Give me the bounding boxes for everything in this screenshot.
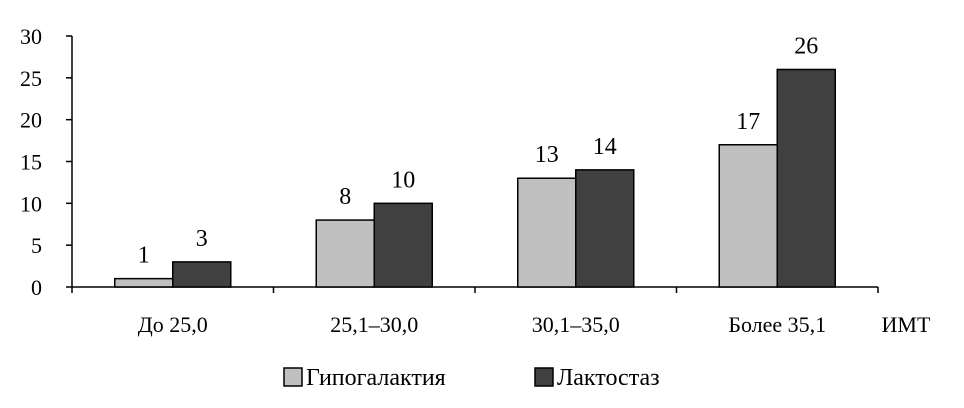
data-label: 14: [593, 134, 617, 160]
bars: [114, 68, 836, 288]
bar-series-1: [718, 144, 778, 288]
data-label: 3: [196, 226, 208, 252]
y-tick-label: 15: [20, 150, 42, 175]
x-axis: До 25,0 25,1–30,0 30,1–35,0 Более 35,1 ИМТ: [71, 286, 931, 337]
y-tick-label: 10: [20, 191, 42, 216]
legend-item: Лактостаз: [534, 365, 660, 391]
legend-label: Лактостаз: [557, 365, 660, 391]
y-tick-label: 5: [31, 233, 42, 258]
bar-series-2: [575, 169, 635, 288]
bar-series-2: [776, 68, 836, 288]
data-label: 13: [535, 142, 559, 168]
data-label: 8: [339, 184, 351, 210]
x-axis-title: ИМТ: [882, 312, 931, 337]
legend: Гипогалактия Лактостаз: [283, 365, 660, 391]
bar-series-2: [172, 261, 232, 288]
x-category-label: 30,1–35,0: [532, 312, 620, 337]
data-label: 10: [391, 167, 415, 193]
bar-series-1: [114, 277, 174, 288]
data-label: 26: [794, 33, 818, 59]
legend-swatch: [534, 367, 554, 387]
x-category-label: 25,1–30,0: [330, 312, 418, 337]
data-label: 1: [138, 243, 150, 269]
bar-series-1: [315, 219, 375, 288]
legend-swatch: [283, 367, 303, 387]
bar-series-1: [517, 177, 577, 288]
legend-item: Гипогалактия: [283, 365, 446, 391]
y-tick-label: 0: [31, 275, 42, 300]
x-category-label: До 25,0: [138, 312, 208, 337]
y-tick-label: 30: [20, 24, 42, 49]
y-tick-label: 25: [20, 66, 42, 91]
y-tick-label: 20: [20, 108, 42, 133]
legend-label: Гипогалактия: [306, 365, 446, 391]
y-axis: 0 5 10 15 20 25 30: [20, 24, 73, 300]
data-label: 17: [736, 109, 760, 135]
bar-series-2: [373, 202, 433, 288]
x-category-label: Более 35,1: [728, 312, 826, 337]
